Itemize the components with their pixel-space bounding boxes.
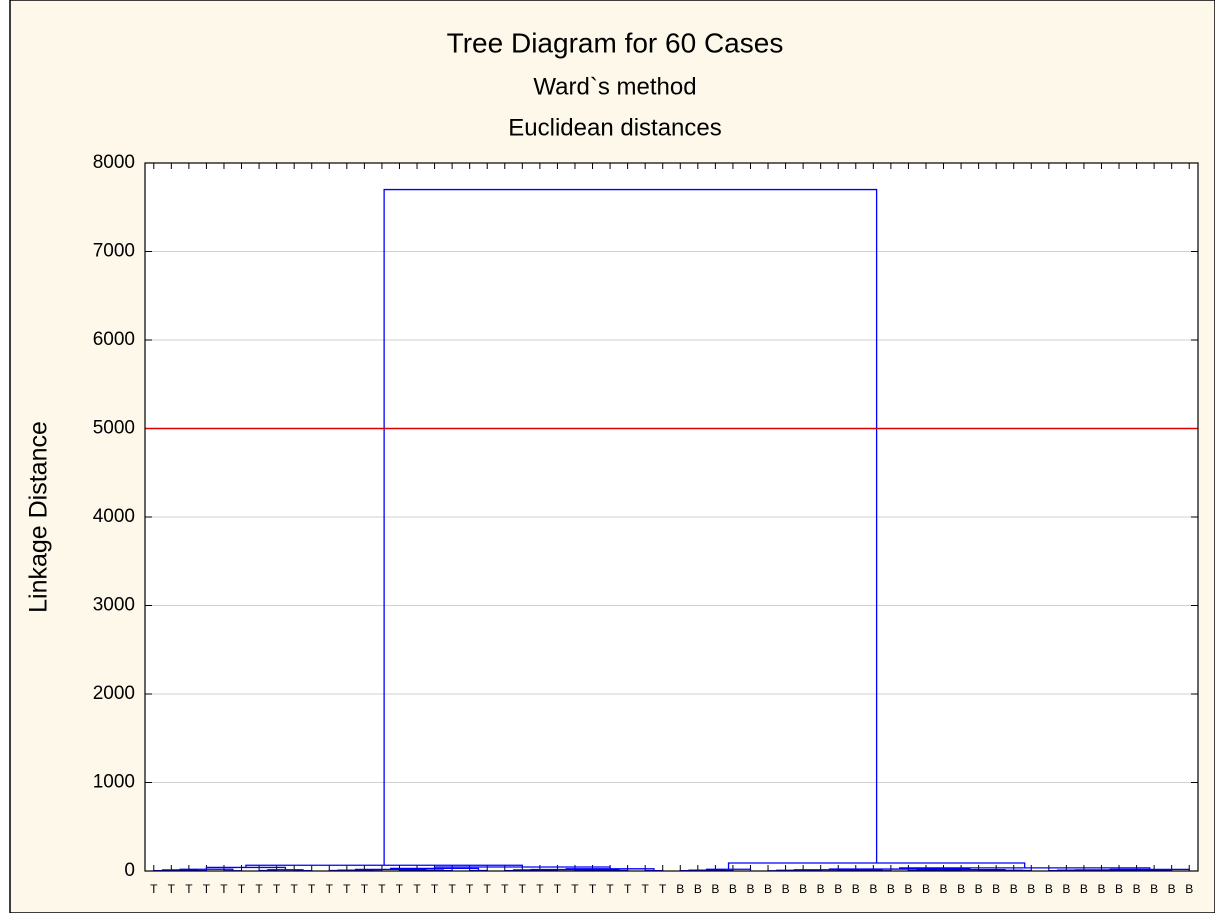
x-tick-label: T — [466, 882, 474, 896]
x-tick-label: B — [1080, 882, 1088, 896]
x-tick-label: T — [413, 882, 421, 896]
dendrogram-link — [530, 868, 602, 871]
x-tick-label: B — [676, 882, 684, 896]
x-tick-label: T — [642, 882, 650, 896]
x-tick-label: T — [448, 882, 456, 896]
x-tick-label: T — [396, 882, 404, 896]
x-tick-label: B — [1115, 882, 1123, 896]
x-tick-label: B — [799, 882, 807, 896]
chart-subtitle: Ward`s method — [533, 73, 696, 100]
x-tick-label: B — [992, 882, 1000, 896]
chart-title: Tree Diagram for 60 Cases — [447, 27, 784, 58]
x-tick-label: T — [255, 882, 263, 896]
x-tick-label: T — [659, 882, 667, 896]
chart-subtitle: Euclidean distances — [508, 114, 721, 141]
y-tick-label: 0 — [124, 860, 135, 881]
y-tick-label: 4000 — [93, 506, 135, 527]
x-tick-label: T — [203, 882, 211, 896]
y-tick-label: 5000 — [93, 418, 135, 439]
dendrogram-link — [354, 868, 427, 871]
plot-border — [144, 162, 1199, 872]
dendrogram-link — [433, 866, 611, 869]
x-tick-label: B — [764, 882, 772, 896]
x-tick-label: T — [589, 882, 597, 896]
x-tick-label: T — [326, 882, 334, 896]
x-tick-label: T — [554, 882, 562, 896]
x-tick-label: B — [782, 882, 790, 896]
x-tick-label: B — [904, 882, 912, 896]
x-tick-label: B — [1010, 882, 1018, 896]
x-tick-label: B — [1133, 882, 1141, 896]
x-tick-label: T — [220, 882, 228, 896]
y-tick-label: 1000 — [93, 772, 135, 793]
y-axis-label: Linkage Distance — [25, 421, 53, 613]
x-tick-label: B — [957, 882, 965, 896]
x-tick-label: T — [501, 882, 509, 896]
x-tick-label: B — [1097, 882, 1105, 896]
x-tick-label: B — [1027, 882, 1035, 896]
x-tick-label: T — [308, 882, 316, 896]
x-tick-label: T — [624, 882, 632, 896]
x-tick-label: T — [536, 882, 544, 896]
x-tick-label: T — [291, 882, 299, 896]
x-tick-label: B — [711, 882, 719, 896]
x-tick-label: B — [746, 882, 754, 896]
x-tick-label: B — [852, 882, 860, 896]
x-tick-label: B — [1185, 882, 1193, 896]
dendrogram-link — [828, 868, 971, 870]
x-tick-label: B — [975, 882, 983, 896]
y-tick-label: 8000 — [93, 152, 135, 173]
x-tick-label: T — [238, 882, 246, 896]
x-tick-label: B — [694, 882, 702, 896]
x-tick-label: B — [940, 882, 948, 896]
x-tick-label: T — [185, 882, 193, 896]
x-tick-label: B — [869, 882, 877, 896]
x-tick-label: T — [168, 882, 176, 896]
x-tick-label: T — [343, 882, 351, 896]
y-tick-label: 6000 — [93, 329, 135, 350]
dendrogram-link — [899, 867, 1151, 870]
x-tick-label: B — [834, 882, 842, 896]
y-tick-label: 3000 — [93, 595, 135, 616]
x-tick-label: B — [1168, 882, 1176, 896]
dendrogram-link — [383, 188, 878, 866]
x-tick-label: B — [922, 882, 930, 896]
x-tick-label: B — [1045, 882, 1053, 896]
x-tick-label: T — [431, 882, 439, 896]
x-tick-label: T — [361, 882, 369, 896]
x-tick-label: B — [887, 882, 895, 896]
x-tick-label: T — [484, 882, 492, 896]
x-tick-label: T — [519, 882, 527, 896]
y-tick-label: 2000 — [93, 683, 135, 704]
dendrogram-link — [793, 869, 866, 871]
x-tick-label: T — [378, 882, 386, 896]
x-tick-label: T — [150, 882, 158, 896]
dendrogram-link — [934, 869, 1006, 871]
y-tick-label: 7000 — [93, 241, 135, 262]
x-tick-label: B — [729, 882, 737, 896]
x-tick-label: B — [1150, 882, 1158, 896]
x-tick-label: B — [1062, 882, 1070, 896]
x-tick-label: B — [817, 882, 825, 896]
x-tick-label: T — [571, 882, 579, 896]
x-tick-label: T — [273, 882, 281, 896]
x-tick-label: T — [606, 882, 614, 896]
